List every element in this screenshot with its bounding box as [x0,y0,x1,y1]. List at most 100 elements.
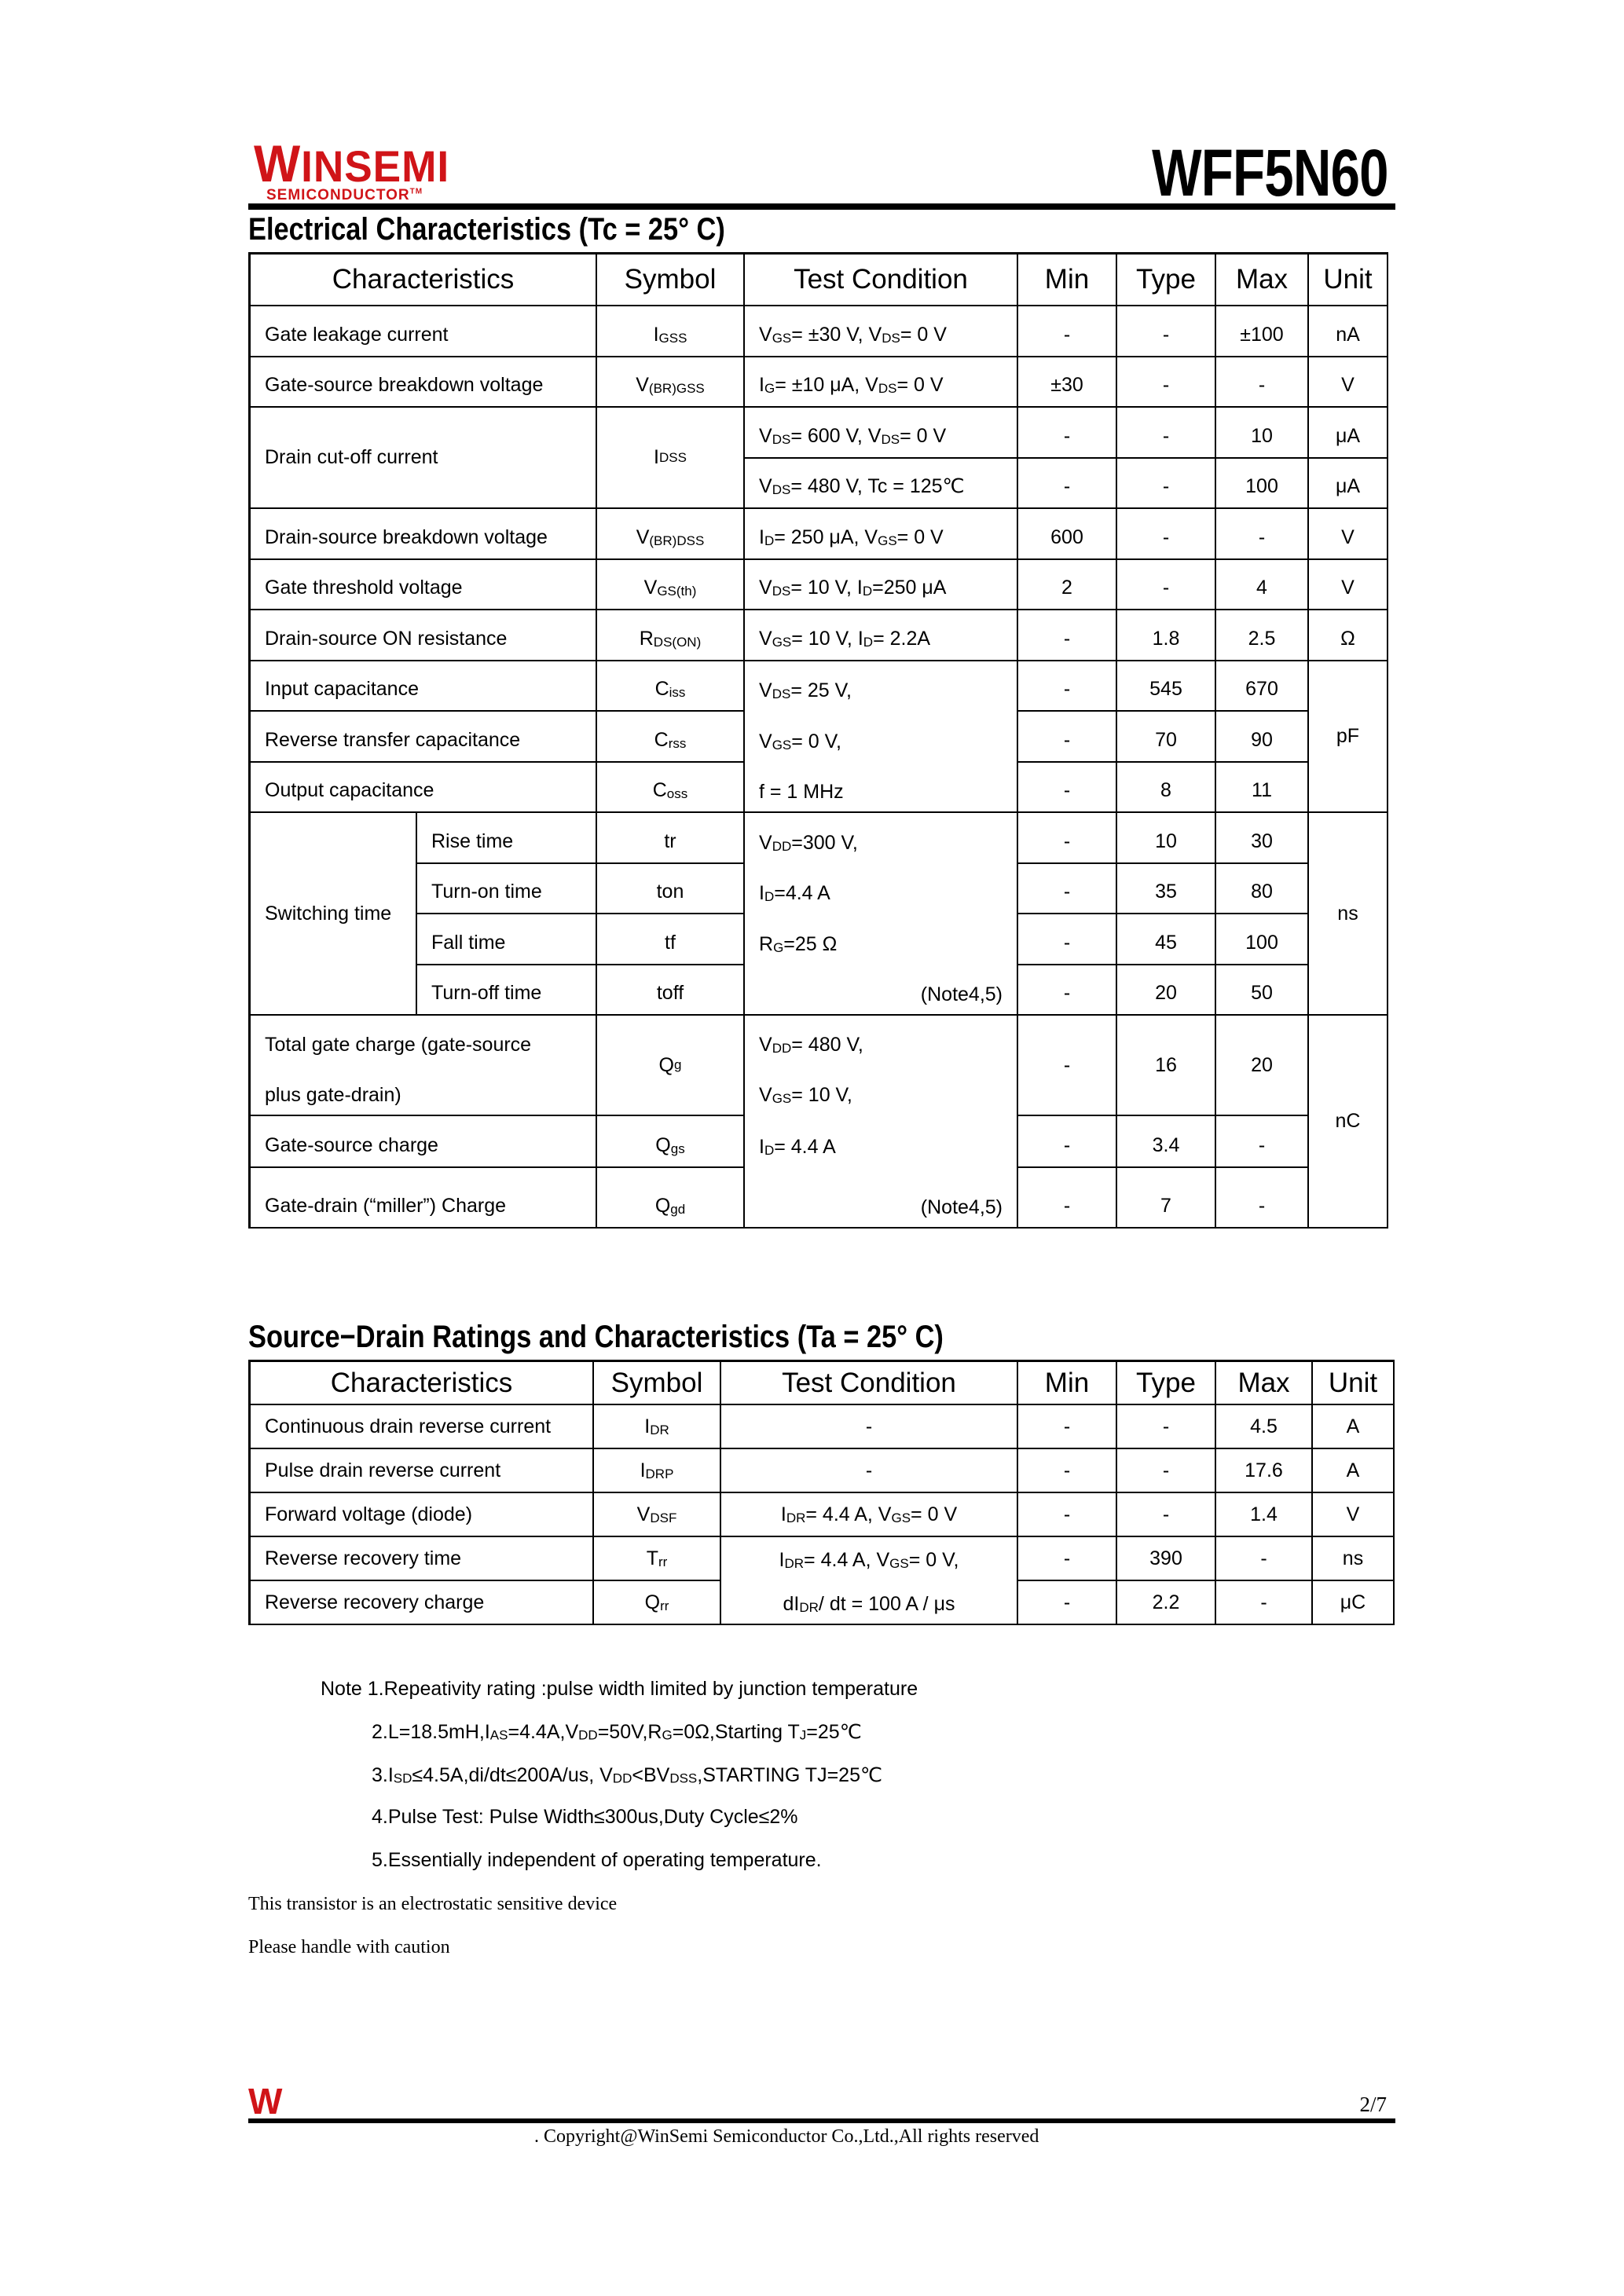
unit: V [1313,1493,1395,1537]
max-value: 80 [1216,863,1309,914]
characteristic: Continuous drain reverse current [251,1405,594,1449]
max-value: 1.4 [1216,1493,1313,1537]
type-value: 390 [1117,1537,1216,1581]
type-value: 2.2 [1117,1581,1216,1625]
max-value: ±100 [1216,306,1309,357]
min-value: - [1018,661,1117,712]
min-value: - [1018,762,1117,813]
characteristic: Forward voltage (diode) [251,1493,594,1537]
characteristic: Reverse recovery time [251,1537,594,1581]
test-condition: V GS = ±30 V, V DS = 0 V [745,306,1018,357]
column-header-test-condition: Test Condition [721,1362,1018,1405]
min-value: - [1018,1537,1117,1581]
test-condition-line: I DR = 4.4 A, V GS = 0 V, [779,1549,959,1571]
column-header-max: Max [1216,255,1309,306]
part-number: WFF5N60 [1152,136,1388,210]
header-rule [248,203,1395,210]
footer-rule [248,2118,1395,2123]
test-condition-line: V DD =300 V, [759,831,858,854]
max-value: 100 [1216,458,1309,509]
column-header-test-condition: Test Condition [745,255,1018,306]
note-2: 2.L=18.5mH,IAS=4.4A,VDD=50V,RG=0Ω,Starti… [372,1721,862,1743]
test-condition-line: V GS = 0 V, [759,730,841,753]
characteristic: Drain-source ON resistance [251,610,597,661]
min-value: - [1018,1405,1117,1449]
characteristic-line: plus gate-drain) [265,1084,401,1106]
unit: ns [1309,813,1388,1016]
max-value: 30 [1216,813,1309,864]
characteristic: Total gate charge (gate-source plus gate-… [251,1016,597,1116]
characteristic: Reverse transfer capacitance [251,712,597,763]
note-4: 4.Pulse Test: Pulse Width≤300us,Duty Cyc… [372,1806,798,1828]
max-value: 50 [1216,965,1309,1016]
min-value: - [1018,965,1117,1016]
characteristic: Reverse recovery charge [251,1581,594,1625]
note-1: Note 1.Repeativity rating :pulse width l… [321,1678,918,1700]
electrical-characteristics-table: Characteristics Symbol Test Condition Min Ty… [248,252,1388,1229]
characteristic: Output capacitance [251,762,597,813]
column-header-characteristics: Characteristics [251,1362,594,1405]
unit: V [1309,357,1388,408]
type-value: 1.8 [1117,610,1216,661]
max-value: 4.5 [1216,1405,1313,1449]
symbol: ton [597,863,745,914]
characteristic: Gate-source charge [251,1116,597,1168]
type-value: 7 [1117,1168,1216,1229]
unit: μA [1309,458,1388,509]
type-value: 70 [1117,712,1216,763]
symbol: V GS(th) [597,559,745,610]
max-value: - [1216,1116,1309,1168]
type-value: 45 [1117,914,1216,965]
min-value: - [1018,1493,1117,1537]
characteristic: Pulse drain reverse current [251,1449,594,1493]
type-value: - [1117,408,1216,459]
test-condition-line: R G =25 Ω [759,932,838,955]
test-condition-line: V DS = 25 V, [759,679,852,701]
test-condition-line: dI DR / dt = 100 A / μs [783,1593,955,1615]
copyright: . Copyright@WinSemi Semiconductor Co.,Lt… [534,2126,1039,2147]
type-value: 16 [1117,1016,1216,1116]
test-condition-line: V GS = 10 V, [759,1084,852,1106]
characteristic: Gate leakage current [251,306,597,357]
symbol: I DRP [594,1449,721,1493]
test-condition-line: f = 1 MHz [759,781,844,803]
type-value: - [1117,559,1216,610]
max-value: 17.6 [1216,1449,1313,1493]
characteristic: Rise time [417,813,597,864]
characteristic: Gate-source breakdown voltage [251,357,597,408]
min-value: - [1018,914,1117,965]
column-header-min: Min [1018,255,1117,306]
characteristic: Turn-on time [417,863,597,914]
unit: Ω [1309,610,1388,661]
handle-caution: Please handle with caution [248,1937,450,1957]
characteristic: Drain cut-off current [251,408,597,509]
symbol: I GSS [597,306,745,357]
max-value: 4 [1216,559,1309,610]
column-header-unit: Unit [1313,1362,1395,1405]
characteristic: Drain-source breakdown voltage [251,509,597,560]
characteristic: Gate threshold voltage [251,559,597,610]
max-value: - [1216,1537,1313,1581]
esd-warning: This transistor is an electrostatic sens… [248,1894,618,1914]
symbol: tr [597,813,745,864]
test-condition: I DR = 4.4 A, V GS = 0 V [721,1493,1018,1537]
max-value: - [1216,357,1309,408]
characteristic: Gate-drain (“miller”) Charge [251,1168,597,1229]
max-value: - [1216,1168,1309,1229]
symbol: I DR [594,1405,721,1449]
characteristic: Input capacitance [251,661,597,712]
logo-wordmark: WINSEMI [254,134,450,192]
max-value: 90 [1216,712,1309,763]
symbol: I DSS [597,408,745,509]
unit: V [1309,509,1388,560]
